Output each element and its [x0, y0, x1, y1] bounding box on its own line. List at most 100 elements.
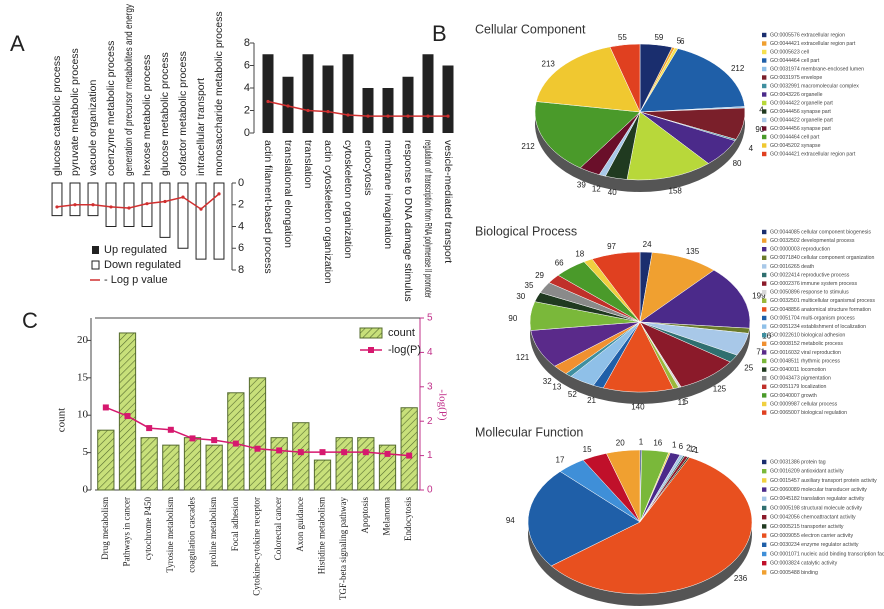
slice-label: 1 [694, 446, 699, 455]
y-tick-label: 4 [238, 220, 244, 232]
bar [123, 182, 135, 227]
slice-label: 199 [752, 292, 766, 301]
legend-label: GO:0065007 biological regulation [770, 410, 847, 416]
x-tick-label: coagulation cascades [187, 497, 197, 573]
y-tick-label: 5 [83, 446, 89, 458]
legend-swatch [762, 117, 767, 123]
legend-label: GO:0044421 extracellular region part [770, 151, 856, 157]
y-tick-label: 2 [244, 104, 250, 116]
slice-label: 5 [677, 36, 682, 45]
bar [322, 65, 334, 133]
legend-swatch [762, 272, 767, 278]
legend-swatch [762, 410, 767, 415]
x-tick-label: cytochrome P450 [143, 497, 153, 561]
legend-swatch [762, 264, 767, 269]
legend-swatch [762, 143, 767, 148]
y-tick-label: 8 [238, 264, 244, 276]
legend-label: GO:0045202 synapse [770, 143, 821, 149]
bar [177, 182, 189, 249]
legend-label: GO:0031975 envelope [770, 75, 822, 81]
point [145, 202, 149, 206]
y-axis-label: count [56, 408, 68, 432]
legend-label: GO:0051234 establishment of localization [770, 324, 866, 330]
legend-swatch [762, 469, 767, 474]
slice-label: 212 [521, 142, 535, 151]
slice-label: 80 [733, 159, 742, 168]
legend-swatch [762, 478, 767, 483]
point [55, 205, 59, 209]
legend-swatch [762, 75, 767, 80]
bar [378, 444, 397, 491]
bar [270, 437, 288, 491]
slice-label: 12 [592, 185, 601, 194]
pie-slice [626, 111, 709, 181]
bar [183, 437, 202, 491]
bar [292, 422, 310, 491]
legend-label: GO:0048511 rhythmic process [770, 358, 840, 364]
legend-swatch [762, 134, 767, 140]
point [254, 445, 261, 452]
legend-label: GO:0044422 organelle part [770, 100, 833, 106]
legend-swatch [762, 350, 767, 355]
legend-label: GO:0003824 catalytic activity [770, 561, 838, 567]
slice-label: 17 [556, 455, 565, 464]
bar [213, 182, 225, 260]
legend-label: GO:0031386 protein tag [770, 459, 826, 465]
point [217, 192, 221, 196]
legend-label: GO:0048856 anatomical structure formatio… [770, 307, 871, 313]
slice-label: 35 [525, 281, 534, 290]
slice-label: 213 [542, 59, 556, 68]
slice-label: 1 [672, 441, 677, 450]
y-tick-label: 0 [238, 177, 244, 189]
x-tick-label: coenzyme metabolic process [105, 41, 117, 176]
legend-label: GO:0016032 viral reproduction [770, 350, 841, 356]
legend-swatch [762, 401, 767, 407]
legend-swatch [762, 487, 767, 492]
x-tick-label: Cytokine-cytokine receptor [252, 497, 262, 596]
legend-label: GO:0016265 death [770, 264, 814, 270]
legend-swatch [359, 327, 383, 339]
bar [51, 182, 63, 217]
pie-title: Biological Process [475, 224, 577, 238]
legend-swatch [762, 524, 767, 529]
point [446, 114, 450, 118]
slice-label: 59 [654, 33, 663, 42]
slice-label: 4 [759, 106, 764, 115]
bar [159, 182, 171, 238]
legend-marker [368, 347, 374, 353]
point [189, 435, 196, 442]
legend-swatch [762, 281, 767, 286]
slice-label: 11 [678, 398, 687, 407]
legend-label: GO:0044421 extracellular region part [770, 41, 856, 47]
legend-swatch [762, 515, 767, 520]
point [276, 447, 283, 454]
legend-label: GO:0005215 transporter activity [770, 524, 844, 530]
x-tick-label: TGF-beta signaling pathway [338, 497, 348, 600]
legend-swatch [762, 324, 767, 329]
x-tick-label: Melanoma [382, 497, 392, 536]
legend-label: GO:0044085 cellular component biogenesis [770, 229, 871, 235]
legend-swatch [762, 238, 767, 243]
slice-label: 212 [731, 64, 745, 73]
legend-swatch [762, 367, 767, 372]
bar [313, 459, 332, 491]
pie-slice [535, 46, 641, 113]
x-tick-label: Focal adhesion [230, 497, 240, 552]
point [146, 425, 153, 432]
legend-label: GO:0032991 macromolecular complex [770, 83, 859, 89]
pie-slice [605, 449, 641, 523]
slice-label: 121 [516, 353, 530, 362]
x-tick-label: Axon guidance [295, 497, 305, 552]
bar [97, 429, 115, 491]
legend-label: - Log p value [104, 274, 168, 286]
y2-tick-label: 2 [427, 416, 433, 427]
bar [262, 54, 274, 133]
legend-swatch [762, 92, 767, 97]
legend-label: GO:0005623 cell [770, 49, 809, 55]
bar [205, 444, 223, 491]
point [91, 203, 95, 207]
point [346, 113, 350, 117]
pie-slice [609, 43, 641, 113]
y-tick-label: 4 [244, 82, 250, 94]
legend-swatch [762, 109, 767, 114]
